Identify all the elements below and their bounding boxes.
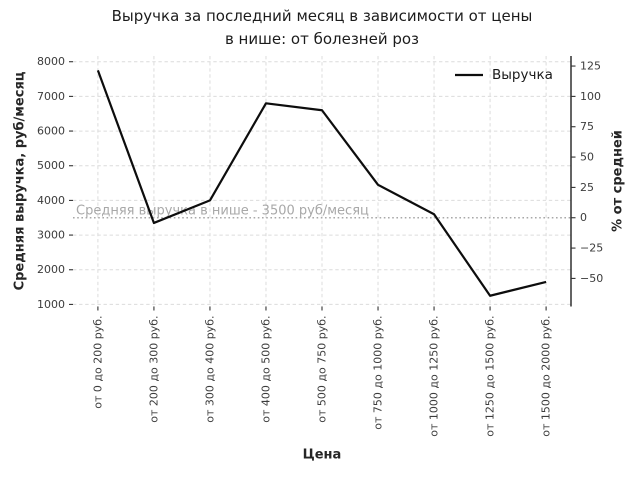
left-axis-title: Средняя выручка, руб/месяц — [13, 71, 28, 290]
x-axis-tick-label: от 200 до 300 руб. — [147, 316, 160, 423]
left-axis-tick-label: 8000 — [37, 55, 65, 68]
right-axis-tick-label: 100 — [580, 90, 601, 103]
x-axis-tick-labels: от 0 до 200 руб. от 200 до 300 руб. от 300… — [91, 316, 552, 437]
right-axis-tick-label: 50 — [580, 151, 594, 164]
x-axis-tick-label: от 500 до 750 руб. — [316, 316, 329, 423]
x-axis-tick-label: от 750 до 1000 руб. — [372, 316, 385, 430]
x-axis-ticks — [97, 306, 547, 311]
chart-title: Выручка за последний месяц в зависимости… — [2, 5, 640, 50]
left-axis-tick-label: 6000 — [37, 125, 65, 138]
chart-title-line-2: в нише: от болезней роз — [224, 29, 420, 48]
right-axis-tick-label: −50 — [580, 272, 603, 285]
right-axis-tick-label: 0 — [580, 211, 587, 224]
right-axis-tick-labels: −50 −25 0 25 50 75 100 125 — [580, 60, 603, 285]
left-axis-tick-label: 3000 — [37, 229, 65, 242]
x-axis-tick-label: от 1000 до 1250 руб. — [428, 316, 441, 437]
left-axis-tick-label: 5000 — [37, 159, 65, 172]
legend: Выручка — [455, 67, 553, 83]
x-axis-tick-label: от 300 до 400 руб. — [203, 316, 216, 423]
left-axis-tick-labels: 1000 2000 3000 4000 5000 6000 7000 8000 — [37, 55, 65, 311]
gridlines — [73, 56, 571, 307]
average-annotation: Средняя выручка в нише - 3500 руб/месяц — [76, 204, 369, 219]
right-axis-tick-label: −25 — [580, 242, 603, 255]
x-axis-tick-label: от 1250 до 1500 руб. — [484, 316, 497, 437]
chart-title-line-1: Выручка за последний месяц в зависимости… — [111, 7, 533, 25]
x-axis-title: Цена — [303, 448, 342, 463]
x-axis-tick-label: от 400 до 500 руб. — [259, 316, 272, 423]
left-axis-tick-label: 7000 — [37, 90, 65, 103]
left-axis-tick-label: 4000 — [37, 194, 65, 207]
right-axis-ticks — [571, 65, 576, 279]
revenue-series-line — [96, 70, 547, 297]
left-axis-tick-label: 2000 — [37, 263, 65, 276]
left-axis-tick-label: 1000 — [37, 298, 65, 311]
right-axis-tick-label: 25 — [580, 181, 594, 194]
right-axis-tick-label: 75 — [580, 120, 594, 133]
legend-label: Выручка — [492, 67, 553, 83]
right-axis-tick-label: 125 — [580, 60, 601, 73]
x-axis-tick-label: от 0 до 200 руб. — [91, 316, 104, 409]
x-axis-tick-label: от 1500 до 2000 руб. — [540, 316, 553, 437]
left-axis-ticks — [69, 61, 73, 305]
right-axis-title: % от средней — [611, 130, 626, 232]
